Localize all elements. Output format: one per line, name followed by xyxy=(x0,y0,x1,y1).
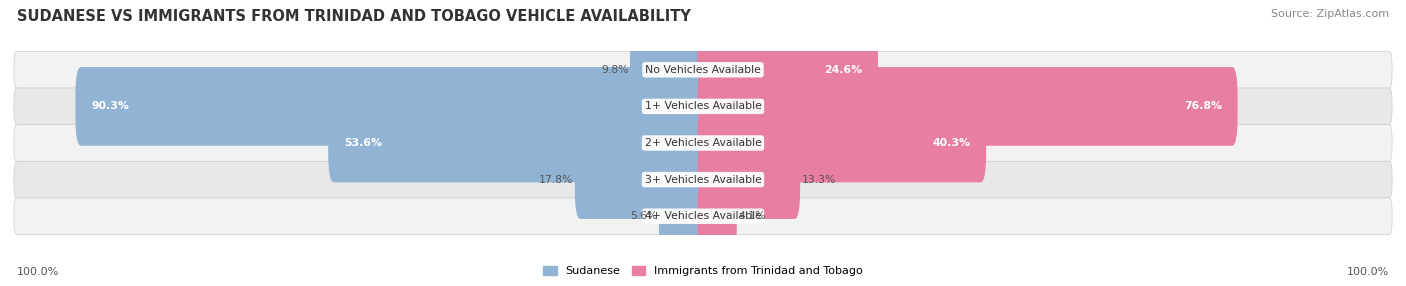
Text: 90.3%: 90.3% xyxy=(91,102,129,111)
Text: 24.6%: 24.6% xyxy=(824,65,862,75)
FancyBboxPatch shape xyxy=(697,67,1237,146)
Text: 3+ Vehicles Available: 3+ Vehicles Available xyxy=(644,175,762,184)
Text: 100.0%: 100.0% xyxy=(1347,267,1389,277)
FancyBboxPatch shape xyxy=(14,88,1392,125)
Text: Source: ZipAtlas.com: Source: ZipAtlas.com xyxy=(1271,9,1389,19)
Text: 100.0%: 100.0% xyxy=(17,267,59,277)
Text: 4.1%: 4.1% xyxy=(738,211,766,221)
FancyBboxPatch shape xyxy=(575,140,709,219)
FancyBboxPatch shape xyxy=(659,177,709,256)
Text: 76.8%: 76.8% xyxy=(1184,102,1222,111)
FancyBboxPatch shape xyxy=(14,125,1392,161)
Text: No Vehicles Available: No Vehicles Available xyxy=(645,65,761,75)
Text: 53.6%: 53.6% xyxy=(344,138,382,148)
Text: 40.3%: 40.3% xyxy=(932,138,970,148)
Text: 4+ Vehicles Available: 4+ Vehicles Available xyxy=(644,211,762,221)
FancyBboxPatch shape xyxy=(14,198,1392,235)
FancyBboxPatch shape xyxy=(14,161,1392,198)
FancyBboxPatch shape xyxy=(630,30,709,109)
Text: 17.8%: 17.8% xyxy=(538,175,574,184)
Legend: Sudanese, Immigrants from Trinidad and Tobago: Sudanese, Immigrants from Trinidad and T… xyxy=(538,261,868,281)
FancyBboxPatch shape xyxy=(76,67,709,146)
Text: 2+ Vehicles Available: 2+ Vehicles Available xyxy=(644,138,762,148)
Text: 9.8%: 9.8% xyxy=(602,65,628,75)
FancyBboxPatch shape xyxy=(697,104,986,182)
FancyBboxPatch shape xyxy=(328,104,709,182)
Text: SUDANESE VS IMMIGRANTS FROM TRINIDAD AND TOBAGO VEHICLE AVAILABILITY: SUDANESE VS IMMIGRANTS FROM TRINIDAD AND… xyxy=(17,9,690,23)
FancyBboxPatch shape xyxy=(14,51,1392,88)
Text: 5.6%: 5.6% xyxy=(630,211,658,221)
FancyBboxPatch shape xyxy=(697,30,877,109)
FancyBboxPatch shape xyxy=(697,177,737,256)
Text: 1+ Vehicles Available: 1+ Vehicles Available xyxy=(644,102,762,111)
Text: 13.3%: 13.3% xyxy=(801,175,837,184)
FancyBboxPatch shape xyxy=(697,140,800,219)
